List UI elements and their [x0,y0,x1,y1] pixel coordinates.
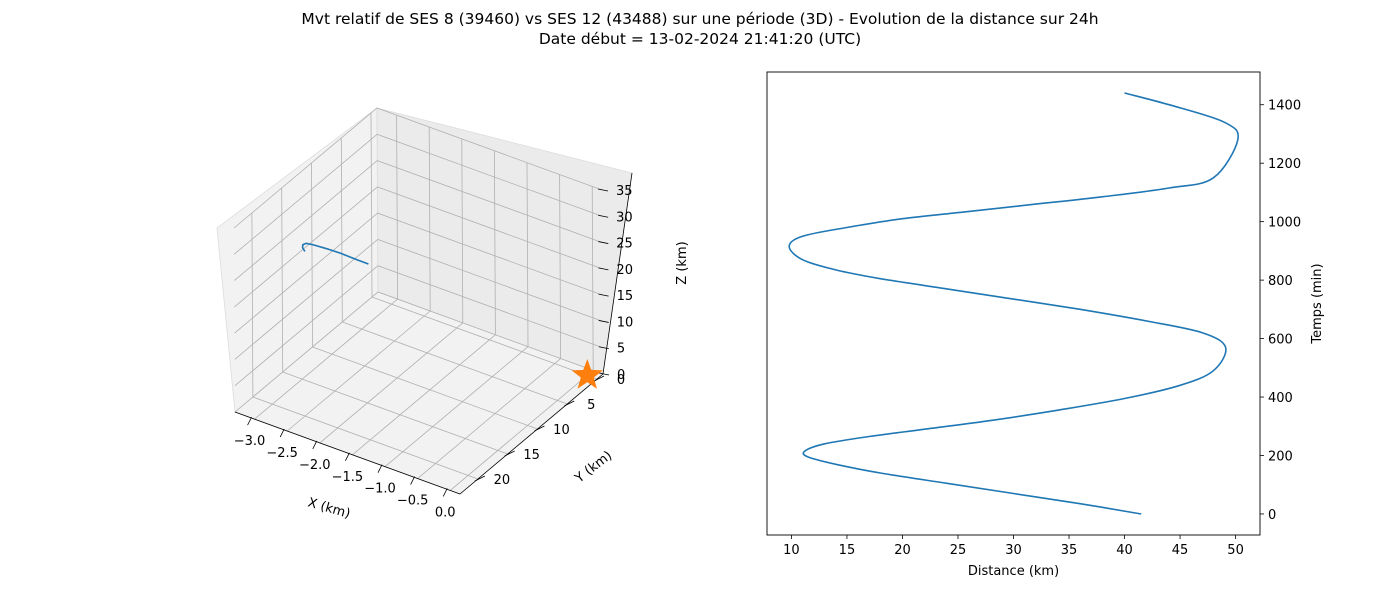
figure-title: Mvt relatif de SES 8 (39460) vs SES 12 (… [301,10,1099,28]
y-tick-label: 1000 [1268,216,1301,231]
x-tick-label: −3.0 [234,434,266,449]
x-tick-6 [442,488,448,497]
x-tick-label: −1.5 [332,470,364,485]
y-tick-4 [474,475,486,482]
x-tick-label: 20 [894,543,911,558]
y-tick-label: 20 [494,473,511,488]
x-tick-label: 25 [950,543,967,558]
x-tick-label: 50 [1227,543,1244,558]
z-tick-6 [598,214,609,218]
z-tick-7 [597,188,609,192]
z-tick-label: 20 [616,263,633,278]
y-axis-title: Temps (min) [1310,263,1325,344]
y-tick-label: 5 [587,398,595,413]
chart-3d-trajectory: −3.0−2.5−2.0−1.5−1.0−0.5 0.0 0 5 10 15 20 0 5 10 1… [216,107,690,522]
y-axis-title: Y (km) [572,448,615,487]
y-tick-label: 15 [523,448,540,463]
z-tick-2 [598,320,609,323]
x-tick-label: −0.5 [397,494,429,509]
z-tick-4 [598,267,609,271]
x-tick-label: −2.5 [266,446,298,461]
trajectory-line [301,242,369,265]
x-tick-0 [247,416,252,426]
figure-subtitle: Date début = 13-02-2024 21:41:20 (UTC) [538,30,862,48]
x-tick-label: 0.0 [435,505,456,520]
z-gridline-4 [234,186,603,308]
y-tick-label: 800 [1268,274,1293,289]
z-axis-line [602,172,633,375]
x-axis-line [234,411,461,495]
x-tick-label: 40 [1116,543,1133,558]
x-tick-label: 45 [1172,543,1189,558]
y-tick-label: 200 [1268,449,1293,464]
z-gridline-6 [233,133,603,255]
z-tick-label: 25 [616,237,633,252]
plot-area [767,72,1260,535]
z-tick-label: 10 [617,315,634,330]
y-tick-label: 400 [1268,391,1293,406]
x-tick-label: 35 [1061,543,1078,558]
z-gridline-0 [234,291,604,413]
y-tick-1 [564,400,575,407]
x-axis-title: X (km) [306,495,352,521]
origin-star-marker [571,358,603,389]
y-tick-label: 0 [1268,508,1276,523]
y-tick-2 [534,425,545,432]
x-tick-5 [410,476,415,485]
z-tick-label: 0 [617,368,625,383]
distance-curve [788,92,1240,515]
z-tick-label: 15 [617,289,634,304]
x-tick-label: −2.0 [299,458,331,473]
z-gridline-2 [234,238,603,360]
y-tick-label: 10 [553,423,570,438]
x-tick-label: 30 [1005,543,1022,558]
y-tick-3 [504,450,515,457]
x-tick-1 [279,428,285,438]
z-gridline-3 [234,212,603,334]
x-tick-3 [345,452,350,461]
x-tick-4 [377,464,383,473]
y-tick-label: 1200 [1268,157,1301,172]
z-tick-label: 30 [616,210,633,225]
y-tick-0 [593,375,605,382]
x-tick-label: 10 [783,543,800,558]
z-tick-label: 35 [616,184,633,199]
z-gridline-7 [233,107,603,229]
x-tick-2 [312,440,318,450]
z-gridline-5 [234,160,603,281]
x-tick-label: −1.0 [364,482,396,497]
z-gridline-1 [234,265,604,387]
z-tick-5 [598,241,609,244]
y-tick-label: 0 [617,373,625,388]
x-axis-title: Distance (km) [968,564,1059,579]
y-tick-label: 600 [1268,333,1293,348]
z-tick-1 [598,346,609,350]
chart-distance-time: 10 15 20 25 30 35 40 45 50 0 200 400 600 800 1000 1200 1… [766,71,1325,579]
z-tick-label: 5 [617,342,625,357]
z-tick-0 [598,372,610,376]
z-tick-3 [598,293,609,297]
y-axis-line [459,373,604,495]
y-tick-label: 1400 [1268,99,1301,114]
z-axis-title: Z (km) [675,241,690,284]
x-tick-label: 15 [839,543,856,558]
